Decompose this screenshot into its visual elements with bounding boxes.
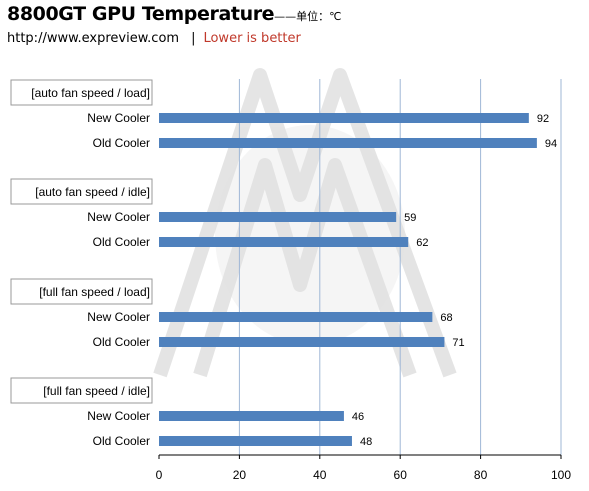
bar bbox=[159, 312, 433, 322]
group-label: [auto fan speed / load] bbox=[31, 86, 150, 100]
bar bbox=[159, 212, 397, 222]
bar bbox=[159, 113, 529, 123]
source-url: http://www.expreview.com bbox=[7, 31, 180, 46]
category-label: New Cooler bbox=[87, 409, 150, 423]
category-label: New Cooler bbox=[87, 210, 150, 224]
category-label: Old Cooler bbox=[93, 434, 150, 448]
category-label: Old Cooler bbox=[93, 235, 150, 249]
data-label: 94 bbox=[545, 138, 557, 150]
data-label: 59 bbox=[404, 212, 416, 224]
bar bbox=[159, 436, 352, 446]
lower-is-better-note: Lower is better bbox=[203, 31, 301, 46]
separator: | bbox=[191, 31, 196, 46]
data-label: 92 bbox=[537, 113, 549, 125]
data-label: 46 bbox=[352, 411, 364, 423]
category-label: Old Cooler bbox=[93, 136, 150, 150]
x-tick-label: 60 bbox=[394, 468, 408, 482]
data-label: 48 bbox=[360, 436, 372, 448]
group-label-box bbox=[10, 377, 153, 404]
watermark-logo bbox=[153, 68, 457, 378]
x-tick-label: 0 bbox=[156, 468, 163, 482]
category-label: New Cooler bbox=[87, 310, 150, 324]
x-tick-label: 20 bbox=[233, 468, 247, 482]
bar bbox=[159, 411, 344, 421]
subtitle-line: http://www.expreview.com | Lower is better bbox=[7, 31, 301, 46]
x-tick-label: 80 bbox=[474, 468, 488, 482]
bar bbox=[159, 138, 537, 148]
data-label: 62 bbox=[416, 237, 428, 249]
group-label: [full fan speed / idle] bbox=[43, 384, 150, 398]
unit-label: ——单位：℃ bbox=[274, 10, 342, 23]
data-label: 71 bbox=[452, 337, 464, 349]
data-label: 68 bbox=[440, 312, 452, 324]
group-label-box bbox=[10, 79, 153, 106]
category-label: New Cooler bbox=[87, 111, 150, 125]
x-tick-label: 40 bbox=[313, 468, 327, 482]
group-label-box bbox=[10, 178, 153, 205]
group-label: [full fan speed / load] bbox=[39, 285, 150, 299]
group-label: [auto fan speed / idle] bbox=[35, 185, 150, 199]
group-label-box bbox=[10, 278, 153, 305]
title-text: 8800GT GPU Temperature bbox=[7, 3, 275, 25]
chart-title: 8800GT GPU Temperature——单位：℃ bbox=[7, 3, 342, 25]
category-label: Old Cooler bbox=[93, 335, 150, 349]
x-tick-label: 100 bbox=[551, 468, 571, 482]
bar bbox=[159, 237, 409, 247]
bar bbox=[159, 337, 445, 347]
